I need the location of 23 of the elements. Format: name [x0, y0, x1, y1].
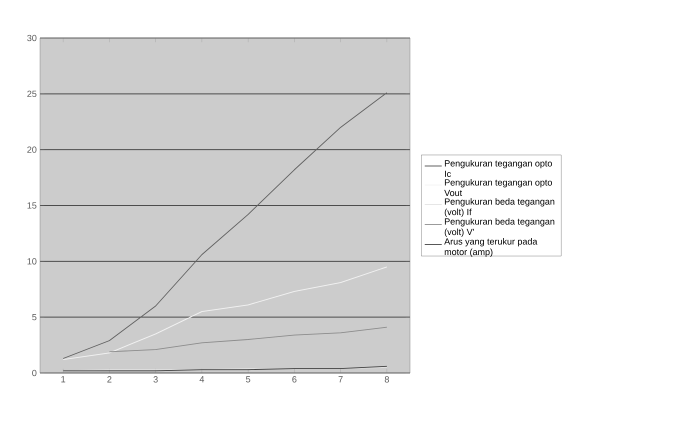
line-series: [108, 326, 388, 352]
legend-label: Pengukuran beda tegangan (volt) V': [444, 218, 554, 237]
x-tick-label: 5: [246, 376, 250, 382]
y-tick-label: 20: [27, 146, 36, 153]
line-series: [62, 92, 388, 359]
y-tick-label: 0: [32, 370, 36, 376]
y-tick-label: 30: [27, 34, 36, 42]
x-tick-label: 8: [384, 376, 389, 383]
y-tick-label: 5: [32, 314, 36, 320]
legend-label: Arus yang terukur pada motor (amp): [444, 238, 538, 257]
x-tick-label: 2: [107, 376, 112, 382]
x-tick-label: 6: [292, 376, 296, 383]
legend-label: Pengukuran beda tegangan (volt) If: [444, 198, 554, 217]
y-tick-label: 15: [28, 202, 36, 209]
x-tick-label: 4: [200, 376, 204, 382]
line-series: [62, 266, 388, 360]
x-tick-label: 3: [153, 376, 158, 383]
x-tick-label: 7: [338, 376, 343, 382]
y-tick-label: 10: [28, 258, 36, 265]
legend-label: Pengukuran tegangan opto Ic: [444, 160, 552, 178]
legend-label: Pengukuran tegangan opto Vout: [444, 179, 552, 196]
x-tick-label: 1: [61, 376, 66, 382]
y-tick-label: 25: [27, 90, 36, 98]
